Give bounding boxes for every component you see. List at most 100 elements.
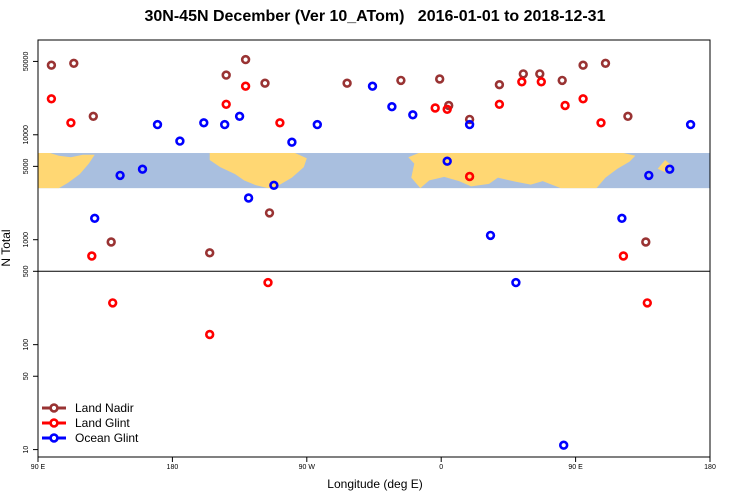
data-point bbox=[464, 114, 475, 125]
data-points bbox=[46, 54, 696, 450]
map-land-japan bbox=[657, 160, 672, 173]
data-point bbox=[600, 58, 611, 68]
data-point bbox=[618, 251, 629, 261]
x-tick-label: 0 bbox=[439, 464, 443, 471]
plot-frame bbox=[37, 39, 711, 458]
y-tick-label: 10 bbox=[23, 446, 30, 454]
data-point bbox=[367, 81, 378, 91]
data-point bbox=[240, 54, 251, 65]
data-point bbox=[205, 329, 215, 340]
x-tick-label: 90 E bbox=[568, 464, 583, 471]
data-point bbox=[260, 78, 270, 88]
x-tick-label: 90 E bbox=[31, 464, 46, 471]
data-point bbox=[464, 171, 475, 182]
data-point bbox=[536, 77, 546, 87]
series-land-glint bbox=[46, 77, 652, 340]
data-point bbox=[442, 156, 452, 166]
legend-marker bbox=[49, 403, 59, 413]
data-point bbox=[312, 119, 322, 130]
data-point bbox=[535, 69, 545, 79]
data-point bbox=[396, 75, 406, 86]
data-point bbox=[435, 74, 445, 84]
data-point bbox=[137, 164, 148, 174]
chart-title: 30N-45N December (Ver 10_ATom) 2016-01-0… bbox=[144, 8, 606, 25]
data-point bbox=[221, 99, 231, 110]
data-point bbox=[46, 60, 57, 70]
data-point bbox=[430, 103, 440, 113]
data-point bbox=[617, 213, 627, 224]
data-point bbox=[623, 111, 633, 122]
data-point bbox=[485, 230, 496, 241]
y-tick-label: 5000 bbox=[23, 159, 30, 175]
data-point bbox=[494, 79, 505, 90]
data-point bbox=[558, 440, 569, 450]
data-point bbox=[518, 69, 528, 79]
data-point bbox=[387, 101, 397, 112]
y-tick-label: 50 bbox=[23, 372, 30, 380]
y-tick-label: 1000 bbox=[23, 232, 30, 248]
data-point bbox=[243, 193, 254, 203]
data-point bbox=[106, 237, 116, 247]
y-axis-label: N Total bbox=[0, 229, 13, 266]
data-point bbox=[69, 58, 79, 68]
legend-marker bbox=[49, 433, 59, 443]
data-point bbox=[88, 111, 99, 122]
data-point bbox=[89, 213, 100, 224]
x-tick-label: 180 bbox=[167, 464, 179, 471]
map-land-north-america bbox=[209, 153, 307, 189]
y-tick-label: 50000 bbox=[23, 52, 30, 72]
data-point bbox=[220, 119, 230, 130]
data-point bbox=[240, 81, 251, 91]
y-tick-label: 10000 bbox=[23, 125, 30, 145]
world-map-band bbox=[38, 153, 710, 189]
data-point bbox=[66, 118, 76, 128]
map-land-eurasia bbox=[408, 153, 636, 189]
legend-label: Land Glint bbox=[75, 416, 130, 430]
data-point bbox=[644, 170, 654, 181]
data-point bbox=[115, 170, 125, 181]
data-point bbox=[641, 237, 651, 247]
data-point bbox=[264, 208, 275, 218]
legend-label: Land Nadir bbox=[75, 401, 134, 415]
x-tick-label: 180 bbox=[704, 464, 716, 471]
data-point bbox=[664, 164, 675, 174]
data-point bbox=[578, 94, 588, 104]
data-point bbox=[199, 118, 209, 128]
x-axis-label: Longitude (deg E) bbox=[327, 477, 422, 491]
data-point bbox=[408, 110, 418, 120]
data-point bbox=[517, 77, 527, 87]
data-point bbox=[263, 277, 273, 288]
x-axis: 90 E 180 90 W 0 90 E 180 bbox=[31, 457, 716, 471]
data-point bbox=[578, 60, 588, 70]
x-tick-label: 90 W bbox=[299, 464, 316, 471]
data-point bbox=[205, 248, 215, 258]
data-point bbox=[269, 180, 279, 191]
data-point bbox=[494, 99, 505, 110]
data-point bbox=[87, 251, 97, 261]
data-point bbox=[287, 137, 297, 147]
data-point bbox=[557, 75, 567, 86]
y-tick-label: 500 bbox=[23, 265, 30, 277]
map-land-asia-east bbox=[38, 153, 95, 189]
series-ocean-glint bbox=[89, 81, 696, 450]
data-point bbox=[596, 118, 606, 128]
data-point bbox=[221, 70, 231, 80]
data-point bbox=[442, 104, 452, 115]
data-point bbox=[642, 298, 652, 308]
legend-marker bbox=[49, 418, 59, 428]
data-point bbox=[342, 78, 352, 88]
data-point bbox=[464, 119, 475, 130]
data-point bbox=[234, 111, 245, 122]
data-point bbox=[175, 136, 185, 146]
legend-label: Ocean Glint bbox=[75, 431, 139, 445]
data-point bbox=[152, 119, 163, 130]
data-point bbox=[511, 277, 521, 288]
series-land-nadir bbox=[46, 54, 651, 258]
data-point bbox=[275, 118, 285, 128]
data-point bbox=[560, 100, 570, 111]
data-point bbox=[107, 298, 118, 308]
y-tick-label: 100 bbox=[23, 339, 30, 351]
data-point bbox=[685, 119, 696, 130]
